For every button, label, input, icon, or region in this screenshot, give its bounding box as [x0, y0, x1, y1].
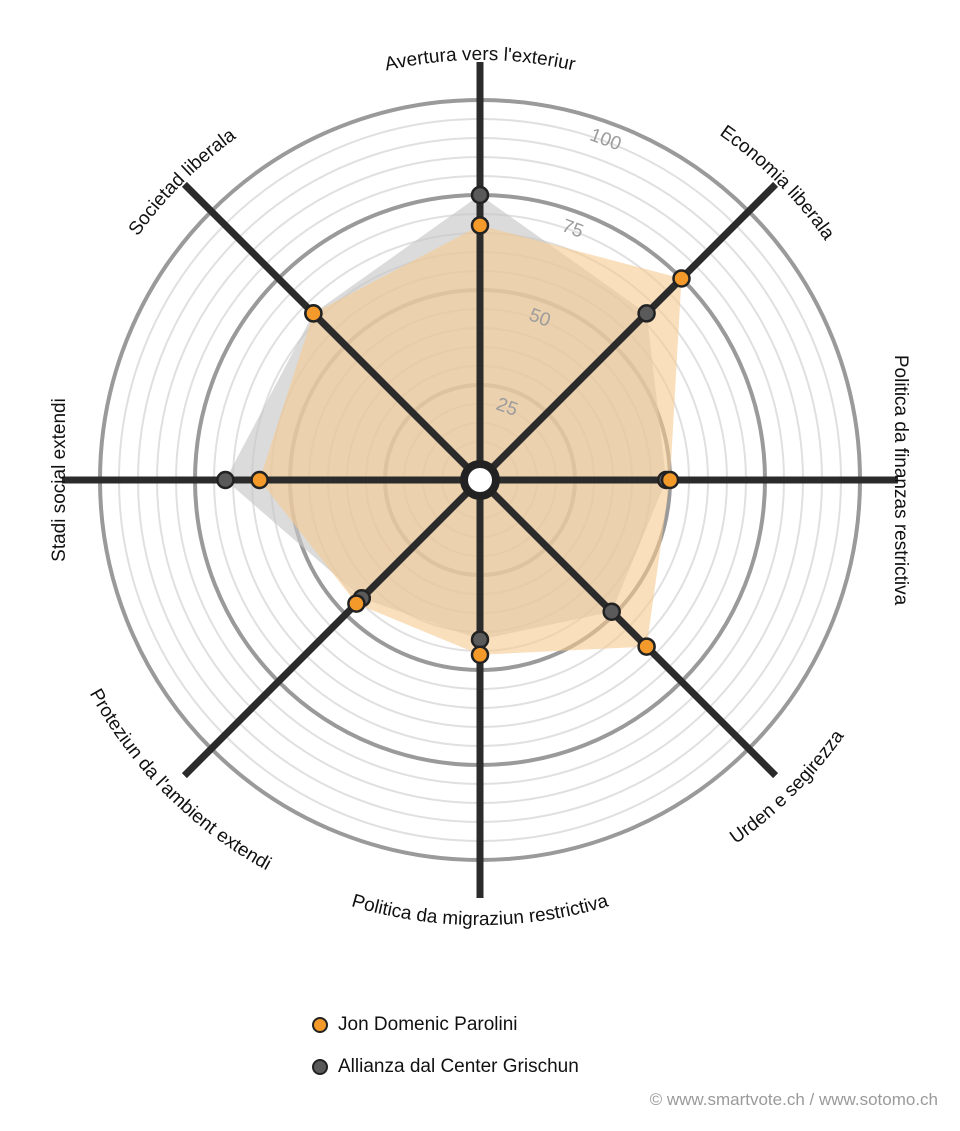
- axis-spoke-economia-liberala: [477, 181, 779, 483]
- copyright-credit: © www.smartvote.ch / www.sotomo.ch: [649, 1090, 938, 1109]
- data-point-jon-domenic-parolini-economia-liberala: [672, 269, 691, 288]
- data-point-jon-domenic-parolini-politica-da-finanzas-restrictiva: [660, 470, 680, 490]
- data-point-allianza-dal-center-grischun-urden-e-segirezza: [602, 602, 621, 621]
- data-point-allianza-dal-center-grischun-politica-da-migraziun-restrictiva: [470, 630, 490, 649]
- legend-label-series-2: Allianza dal Center Grischun: [338, 1056, 579, 1077]
- legend-item-series-2: Allianza dal Center Grischun: [312, 1046, 579, 1088]
- data-point-jon-domenic-parolini-proteziun-da-l-ambient-extendi: [347, 594, 366, 613]
- series-area-jon-domenic-parolini: [259, 225, 682, 655]
- data-point-jon-domenic-parolini-societad-liberala: [304, 304, 323, 323]
- data-point-jon-domenic-parolini-avertura-vers-l-exteriur: [470, 216, 490, 235]
- data-point-allianza-dal-center-grischun-economia-liberala: [637, 304, 656, 323]
- center-hub-inner: [468, 468, 492, 492]
- axis-spokes: [62, 62, 898, 898]
- axis-label-politica-da-finanzas-restrictiva: Politica da finanzas restrictiva: [890, 355, 911, 606]
- legend-marker-series-1: [312, 1017, 328, 1033]
- legend-label-series-1: Jon Domenic Parolini: [338, 1014, 518, 1035]
- legend-marker-series-2: [312, 1059, 328, 1075]
- legend-item-series-1: Jon Domenic Parolini: [312, 1004, 579, 1046]
- data-point-jon-domenic-parolini-urden-e-segirezza: [637, 637, 656, 656]
- series-areas: [225, 195, 682, 655]
- axis-spoke-societad-liberala: [181, 181, 483, 483]
- data-point-jon-domenic-parolini-stadi-social-extendi: [250, 470, 269, 490]
- data-point-allianza-dal-center-grischun-stadi-social-extendi: [216, 470, 235, 490]
- legend: Jon Domenic Parolini Allianza dal Center…: [312, 1004, 579, 1088]
- data-point-allianza-dal-center-grischun-avertura-vers-l-exteriur: [470, 185, 490, 205]
- axis-spoke-urden-e-segirezza: [477, 477, 779, 779]
- center-hub: [460, 460, 500, 500]
- axis-label-stadi-social-extendi: Stadi social extendi: [49, 398, 70, 562]
- data-point-jon-domenic-parolini-politica-da-migraziun-restrictiva: [470, 645, 490, 665]
- axis-spoke-proteziun-da-l-ambient-extendi: [181, 477, 483, 779]
- data-points: [216, 185, 691, 665]
